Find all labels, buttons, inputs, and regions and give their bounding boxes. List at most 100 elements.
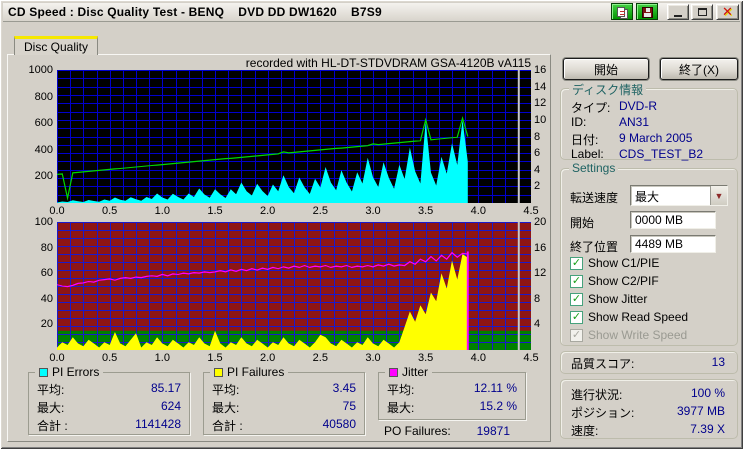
po-failures-value: 19871	[476, 424, 510, 438]
start-position-field[interactable]: 0000 MB	[630, 211, 716, 229]
copy-report-button[interactable]	[611, 3, 633, 20]
window-title: CD Speed : Disc Quality Test - BENQ DVD …	[8, 5, 382, 19]
disc-label-label: Label:	[571, 147, 604, 161]
axis-tick-label: 60	[40, 267, 53, 280]
progress-label: 進行状況:	[571, 388, 623, 402]
speed-select-label: 転送速度	[570, 191, 619, 205]
axis-tick-label: 0.0	[49, 352, 65, 364]
speed-select-value: 最大	[635, 190, 660, 204]
pi-failures-jitter-chart	[57, 222, 531, 350]
progress-groupbox: 進行状況: 100 % ポジション: 3977 MB 速度: 7.39 X	[560, 379, 738, 439]
axis-tick-label: 100	[34, 216, 53, 228]
axis-tick-label: 20	[40, 318, 53, 331]
disc-date-value: 9 March 2005	[619, 131, 693, 145]
pi-failures-swatch	[214, 367, 223, 377]
axis-tick-label: 4	[534, 318, 541, 331]
axis-tick-label: 400	[34, 143, 53, 156]
max-label: 最大:	[37, 401, 65, 415]
save-report-button[interactable]	[636, 3, 658, 20]
disc-id-value: AN31	[619, 115, 650, 129]
axis-tick-label: 3.5	[418, 205, 434, 217]
checkbox-show-read-speed[interactable]: ✓ Show Read Speed	[570, 310, 689, 324]
max-label: 最大:	[387, 401, 415, 415]
checkbox-show-jitter[interactable]: ✓ Show Jitter	[570, 292, 648, 306]
disc-id-label: ID:	[571, 115, 587, 129]
title-bar[interactable]: CD Speed : Disc Quality Test - BENQ DVD …	[3, 3, 740, 22]
axis-tick-label: 3.5	[418, 352, 434, 364]
jitter-title: Jitter	[402, 365, 429, 379]
axis-tick-label: 0.5	[102, 352, 118, 364]
total-value: 40580	[322, 417, 356, 431]
axis-tick-label: 4.5	[523, 205, 539, 217]
disc-info-groupbox: ディスク情報 タイプ: DVD-R ID: AN31 日付: 9 March 2005…	[560, 81, 738, 161]
end-position-label: 終了位置	[570, 240, 619, 254]
tab-disc-quality[interactable]: Disc Quality	[14, 36, 98, 55]
maximize-icon	[697, 8, 707, 16]
axis-tick-label: 8	[534, 292, 541, 305]
position-value: 3977 MB	[676, 404, 725, 418]
disc-type-value: DVD-R	[619, 99, 657, 113]
floppy-disk-icon	[642, 7, 653, 18]
disc-info-title: ディスク情報	[569, 81, 647, 98]
jitter-swatch	[389, 367, 398, 377]
axis-tick-label: 4.5	[523, 352, 539, 364]
axis-tick-label: 800	[34, 90, 53, 103]
checkbox-icon: ✓	[570, 292, 583, 306]
checkbox-icon: ✓	[570, 274, 583, 288]
po-failures-row: PO Failures: 19871	[384, 424, 510, 438]
axis-tick-label: 4.0	[470, 352, 486, 364]
max-value: 75	[342, 399, 356, 413]
chevron-down-icon: ▼	[714, 190, 724, 201]
avg-value: 85.17	[150, 381, 181, 395]
axis-tick-label: 1.5	[207, 352, 223, 364]
total-label: 合計 :	[212, 419, 243, 433]
axis-tick-label: 3.0	[365, 352, 381, 364]
checkbox-show-write-speed: ✓ Show Write Speed	[570, 328, 688, 342]
quality-score-label: 品質スコア:	[571, 357, 635, 371]
pi-errors-legend-box: PI Errors 平均: 85.17 最大: 624 合計 : 1141428	[28, 365, 190, 435]
avg-label: 平均:	[387, 383, 415, 397]
settings-groupbox: Settings	[560, 161, 738, 346]
combo-dropdown-button[interactable]: ▼	[710, 186, 727, 205]
max-value: 624	[160, 399, 181, 413]
axis-tick-label: 1.0	[154, 352, 170, 364]
exit-button[interactable]: 終了(X)	[660, 58, 738, 80]
pi-errors-swatch	[39, 367, 48, 377]
axis-tick-label: 2.0	[260, 205, 276, 217]
minimize-button[interactable]	[667, 4, 689, 20]
axis-tick-label: 6	[534, 147, 541, 160]
jitter-legend-box: Jitter 平均: 12.11 % 最大: 15.2 %	[378, 365, 526, 420]
start-button[interactable]: 開始	[563, 58, 649, 80]
avg-value: 12.11 %	[473, 381, 517, 395]
avg-label: 平均:	[37, 383, 65, 397]
speed-select[interactable]: 最大 ▼	[630, 185, 728, 206]
axis-tick-label: 40	[40, 292, 53, 305]
avg-value: 3.45	[332, 381, 356, 395]
pi-failures-legend-box: PI Failures 平均: 3.45 最大: 75 合計 : 40580	[203, 365, 365, 435]
axis-tick-label: 20	[534, 216, 547, 228]
position-label: ポジション:	[571, 406, 635, 420]
axis-tick-label: 8	[534, 130, 541, 143]
checkbox-show-c2-pif[interactable]: ✓ Show C2/PIF	[570, 274, 659, 288]
progress-value: 100 %	[690, 386, 725, 400]
max-value: 15.2 %	[479, 399, 517, 413]
axis-tick-label: 1000	[28, 64, 53, 76]
recorded-with-annotation: recorded with HL-DT-STDVDRAM GSA-4120B v…	[245, 56, 531, 70]
tab-label: Disc Quality	[23, 40, 88, 54]
max-label: 最大:	[212, 401, 240, 415]
axis-tick-label: 2	[534, 180, 541, 193]
speed-label: 速度:	[571, 424, 599, 438]
maximize-button[interactable]	[691, 4, 713, 20]
checkbox-show-c1-pie[interactable]: ✓ Show C1/PIE	[570, 256, 660, 270]
axis-tick-label: 16	[534, 241, 547, 254]
axis-tick-label: 200	[34, 170, 53, 183]
start-position-label: 開始	[570, 216, 595, 230]
close-button[interactable]: ✕	[716, 4, 739, 20]
axis-tick-label: 4.0	[470, 205, 486, 217]
disc-label-value: CDS_TEST_B2	[619, 147, 704, 161]
axis-tick-label: 16	[534, 64, 547, 76]
quality-score-groupbox: 品質スコア: 13	[560, 351, 738, 374]
axis-tick-label: 10	[534, 113, 547, 126]
end-position-field[interactable]: 4489 MB	[630, 235, 716, 253]
avg-label: 平均:	[212, 383, 240, 397]
